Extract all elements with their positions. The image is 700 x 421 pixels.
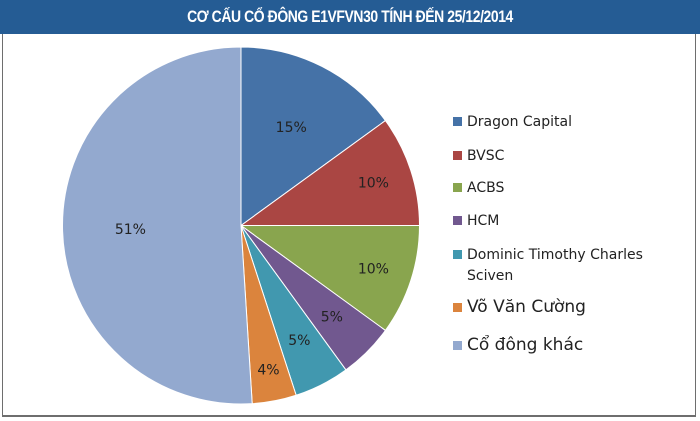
legend-swatch-icon (453, 341, 462, 350)
legend-swatch-icon (453, 250, 462, 259)
data-label: 15% (276, 120, 307, 136)
legend-label: BVSC (467, 148, 505, 164)
legend-label: ACBS (467, 180, 505, 196)
legend-label: Cổ đông khác (467, 335, 584, 355)
data-label: 10% (358, 175, 389, 191)
legend-swatch-icon (453, 216, 462, 225)
chart-title: CƠ CẤU CỔ ĐÔNG E1VFVN30 TÍNH ĐẾN 25/12/2… (63, 0, 637, 34)
legend-label: HCM (467, 213, 500, 229)
pie-slice-2 (239, 119, 421, 226)
legend-label: Dominic Timothy Charles Sciven (467, 247, 643, 284)
legend-item: HCM (453, 211, 693, 232)
legend-swatch-icon (453, 151, 462, 160)
legend-label: Dragon Capital (467, 114, 572, 130)
legend-swatch-icon (453, 183, 462, 192)
legend-item: ACBS (453, 178, 693, 199)
legend-item: Võ Văn Cường (453, 296, 693, 318)
legend-item: Dominic Timothy Charles Sciven (453, 245, 673, 287)
pie-slice-7 (62, 46, 253, 405)
data-label: 4% (257, 362, 279, 378)
legend-swatch-icon (453, 303, 462, 312)
legend-item: Dragon Capital (453, 112, 693, 133)
legend-swatch-icon (453, 117, 462, 126)
legend-item: Cổ đông khác (453, 334, 693, 356)
legend-item: BVSC (453, 146, 693, 167)
pie-slice-1 (240, 46, 387, 227)
data-label: 51% (115, 222, 146, 238)
data-label: 10% (358, 262, 389, 278)
pie-slice-3 (239, 225, 421, 332)
legend-label: Võ Văn Cường (467, 297, 586, 317)
data-label: 5% (288, 333, 310, 349)
data-label: 5% (321, 309, 343, 325)
